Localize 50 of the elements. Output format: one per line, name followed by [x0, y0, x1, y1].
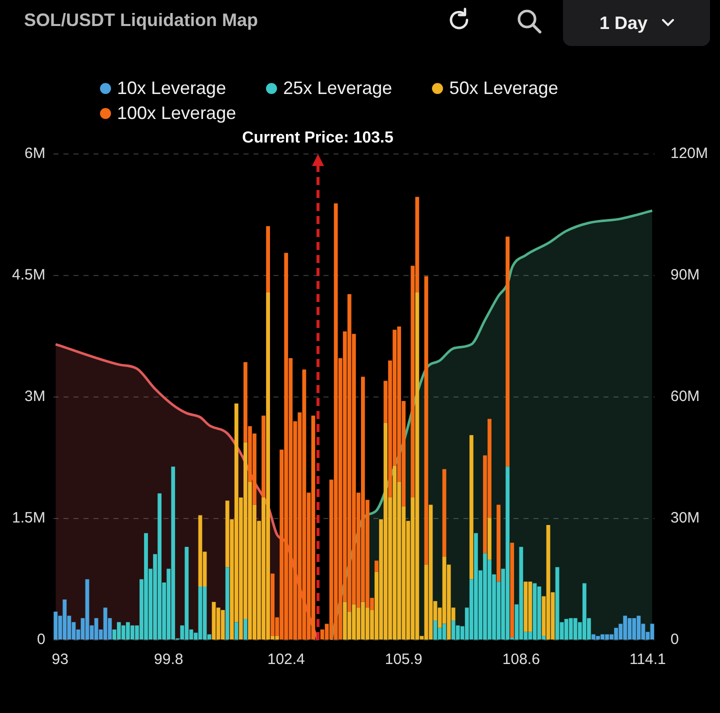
text: Current Price: 103.5	[242, 129, 394, 146]
bar	[262, 416, 266, 498]
bar	[266, 226, 270, 293]
bar	[428, 504, 433, 640]
bar	[202, 586, 207, 640]
x-tick-label: 114.1	[629, 651, 666, 668]
bar	[469, 435, 474, 580]
x-tick-label: 105.9	[384, 651, 422, 668]
bar	[311, 416, 316, 640]
y-tick-label: 1.5M	[12, 510, 46, 527]
bar	[94, 618, 98, 640]
bar	[225, 567, 230, 640]
x-tick-label: 102.4	[267, 651, 305, 668]
legend-label: 50x Leverage	[449, 78, 558, 99]
y2-tick-label: 90M	[670, 266, 700, 284]
bar	[537, 586, 542, 640]
bar	[506, 236, 510, 467]
bar	[442, 469, 446, 557]
bar	[424, 276, 428, 565]
y2-tick-label: 120M	[670, 145, 708, 162]
bar	[198, 586, 202, 640]
bar	[220, 610, 225, 640]
y-tick-label: 4.5M	[12, 266, 46, 284]
bar	[85, 579, 90, 640]
bar	[243, 618, 248, 640]
text: 1 Day	[599, 12, 648, 34]
bar	[234, 622, 238, 640]
chart-title: SOL/USDT Liquidation Map	[24, 10, 258, 31]
bar	[433, 620, 438, 640]
bar	[546, 524, 550, 640]
bar	[524, 582, 528, 632]
y-tick-label: 6M	[24, 145, 46, 162]
y-tick-label: 0	[37, 631, 46, 648]
legend-label: 100x Leverage	[117, 103, 236, 124]
x-tick-label: 93	[52, 651, 68, 668]
bar	[510, 542, 514, 638]
x-tick-label: 99.8	[154, 651, 184, 668]
y2-tick-label: 0	[670, 631, 679, 648]
bar	[496, 504, 500, 582]
y2-tick-label: 30M	[670, 510, 700, 527]
x-tick-label: 108.6	[502, 651, 540, 668]
bar	[54, 612, 58, 640]
y2-tick-label: 60M	[670, 388, 700, 406]
legend-label: 10x Leverage	[117, 78, 226, 99]
bar	[374, 560, 378, 572]
bar	[488, 518, 492, 560]
bar	[442, 624, 446, 640]
bar	[198, 515, 202, 587]
legend-label: 25x Leverage	[283, 78, 392, 99]
y-tick-label: 3M	[24, 388, 46, 406]
